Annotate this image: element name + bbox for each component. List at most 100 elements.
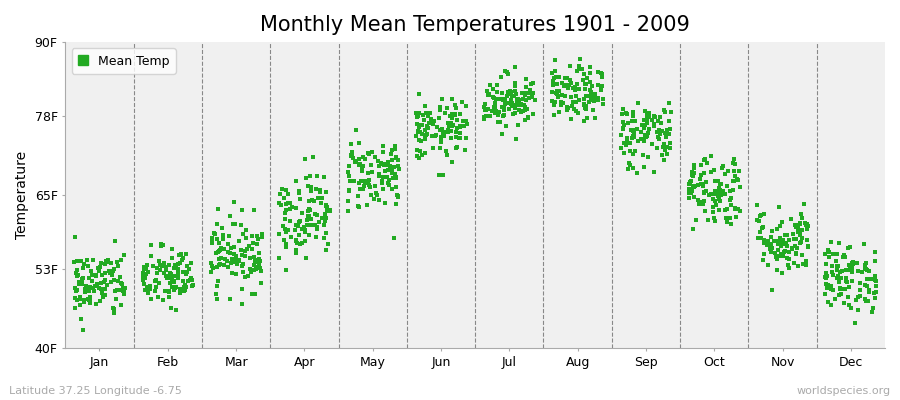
Point bbox=[720, 206, 734, 213]
Point bbox=[770, 246, 785, 253]
Point bbox=[761, 238, 776, 244]
Point bbox=[656, 144, 670, 150]
Point bbox=[498, 101, 512, 108]
Point bbox=[143, 283, 157, 289]
Point bbox=[361, 150, 375, 156]
Point bbox=[479, 113, 493, 120]
Point bbox=[859, 266, 873, 272]
Point bbox=[716, 163, 730, 169]
Point bbox=[491, 119, 505, 125]
Point bbox=[155, 263, 169, 269]
Point bbox=[830, 275, 844, 281]
Point bbox=[545, 88, 560, 95]
Point bbox=[590, 68, 605, 75]
Point bbox=[318, 218, 332, 224]
Point bbox=[382, 182, 397, 188]
Point bbox=[343, 178, 357, 184]
Point bbox=[620, 110, 634, 117]
Point bbox=[302, 208, 316, 214]
Point bbox=[272, 200, 286, 207]
Point bbox=[310, 226, 325, 232]
Point bbox=[868, 282, 883, 289]
Point bbox=[83, 284, 97, 290]
Point bbox=[164, 270, 178, 277]
Point bbox=[526, 79, 540, 86]
Point bbox=[662, 140, 677, 146]
Point bbox=[186, 282, 201, 289]
Point bbox=[578, 105, 592, 111]
Point bbox=[728, 214, 742, 220]
Point bbox=[859, 282, 873, 288]
Point bbox=[319, 189, 333, 195]
Point bbox=[553, 88, 567, 94]
Point bbox=[449, 105, 464, 112]
Point bbox=[824, 239, 838, 245]
Point bbox=[584, 94, 598, 100]
Point bbox=[555, 92, 570, 98]
Point bbox=[577, 101, 591, 107]
Point bbox=[716, 188, 730, 194]
Point bbox=[522, 95, 536, 101]
Point bbox=[86, 257, 100, 263]
Point bbox=[777, 249, 791, 256]
Point bbox=[701, 216, 716, 223]
Point bbox=[788, 221, 802, 228]
Point bbox=[99, 282, 113, 288]
Point bbox=[495, 90, 509, 96]
Point bbox=[785, 246, 799, 252]
Point bbox=[644, 140, 659, 147]
Point bbox=[161, 273, 176, 279]
Point bbox=[687, 162, 701, 168]
Point bbox=[425, 133, 439, 139]
Point bbox=[86, 284, 100, 291]
Point bbox=[391, 194, 405, 200]
Point bbox=[89, 300, 104, 307]
Point bbox=[279, 229, 293, 235]
Point bbox=[706, 204, 720, 210]
Point bbox=[781, 262, 796, 268]
Point bbox=[786, 231, 800, 237]
Point bbox=[788, 251, 803, 257]
Point bbox=[297, 156, 311, 162]
Point bbox=[694, 199, 708, 206]
Point bbox=[423, 110, 437, 116]
Point bbox=[546, 102, 561, 108]
Point bbox=[830, 263, 844, 269]
Point bbox=[427, 118, 441, 124]
Point bbox=[651, 134, 665, 140]
Point bbox=[341, 186, 356, 193]
Point bbox=[382, 177, 396, 184]
Point bbox=[696, 183, 710, 190]
Text: worldspecies.org: worldspecies.org bbox=[796, 386, 891, 396]
Point bbox=[562, 82, 576, 88]
Point bbox=[626, 127, 640, 134]
Point bbox=[171, 271, 185, 278]
Point bbox=[509, 96, 524, 102]
Point bbox=[818, 291, 832, 298]
Point bbox=[576, 96, 590, 102]
Point bbox=[500, 100, 514, 106]
Point bbox=[850, 293, 865, 300]
Point bbox=[212, 262, 226, 268]
Point bbox=[868, 289, 883, 295]
Point bbox=[459, 135, 473, 142]
Point bbox=[323, 208, 338, 214]
Point bbox=[372, 170, 386, 177]
Point bbox=[212, 247, 227, 254]
Point bbox=[82, 275, 96, 282]
Point bbox=[171, 274, 185, 281]
Point bbox=[518, 76, 533, 82]
Point bbox=[289, 205, 303, 211]
Point bbox=[352, 160, 366, 167]
Point bbox=[289, 178, 303, 184]
Point bbox=[712, 196, 726, 202]
Point bbox=[415, 152, 429, 158]
Point bbox=[727, 173, 742, 179]
Point bbox=[345, 149, 359, 156]
Point bbox=[220, 248, 235, 255]
Point bbox=[113, 257, 128, 264]
Point bbox=[74, 258, 88, 264]
Point bbox=[778, 232, 792, 239]
Point bbox=[489, 107, 503, 114]
Point bbox=[176, 283, 191, 290]
